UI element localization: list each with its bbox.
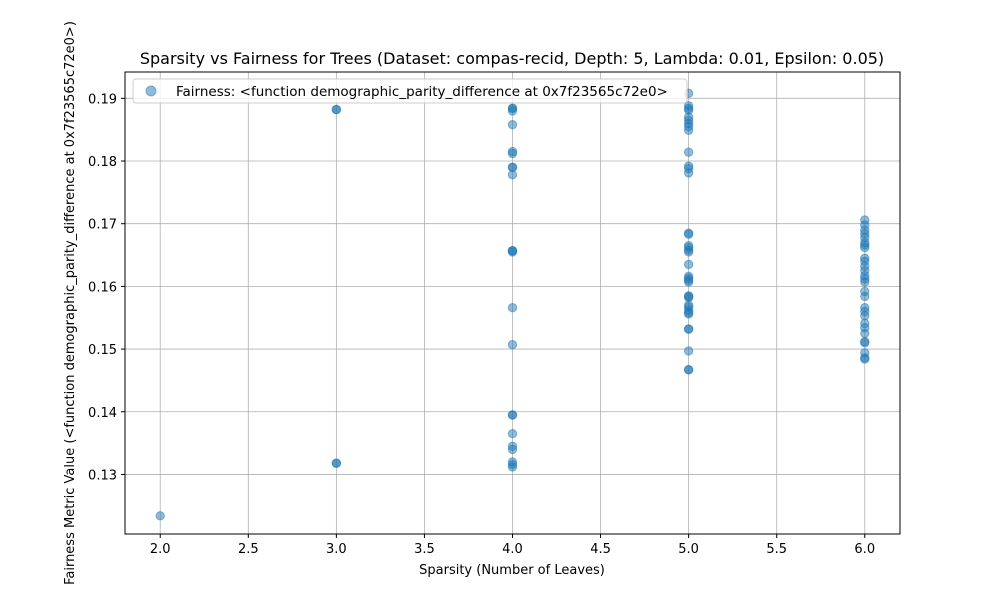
data-point bbox=[860, 303, 870, 313]
data-point bbox=[331, 104, 342, 115]
y-tick-label: 0.15 bbox=[88, 343, 117, 358]
y-axis-ticks: 0.13 0.14 0.15 0.16 0.17 0.18 0.19 bbox=[88, 92, 125, 483]
data-point bbox=[683, 240, 694, 251]
y-tick-label: 0.17 bbox=[88, 218, 117, 233]
x-tick-label: 4.0 bbox=[502, 542, 523, 557]
data-point bbox=[507, 119, 518, 130]
data-point bbox=[683, 324, 694, 334]
x-tick-label: 6.0 bbox=[854, 542, 875, 557]
data-point bbox=[683, 147, 694, 157]
x-tick-label: 3.0 bbox=[326, 542, 347, 557]
data-point bbox=[683, 365, 694, 375]
data-point bbox=[507, 245, 518, 256]
x-tick-label: 2.0 bbox=[150, 542, 171, 557]
data-point bbox=[507, 162, 518, 172]
data-point bbox=[860, 286, 870, 297]
x-axis-label: Sparsity (Number of Leaves) bbox=[419, 563, 605, 578]
data-point bbox=[507, 303, 518, 313]
data-point bbox=[155, 511, 165, 521]
data-point bbox=[860, 348, 870, 358]
data-point bbox=[331, 458, 342, 468]
data-point bbox=[683, 271, 694, 282]
data-point bbox=[507, 146, 518, 157]
chart-title: Sparsity vs Fairness for Trees (Dataset:… bbox=[140, 49, 884, 68]
y-tick-label: 0.13 bbox=[88, 468, 117, 483]
data-point bbox=[683, 228, 694, 238]
y-tick-label: 0.14 bbox=[88, 406, 117, 421]
x-tick-label: 2.5 bbox=[238, 542, 259, 557]
data-point bbox=[507, 103, 518, 114]
legend-label: Fairness: <function demographic_parity_d… bbox=[176, 84, 668, 100]
data-point bbox=[860, 336, 870, 347]
x-tick-label: 5.5 bbox=[766, 542, 787, 557]
data-point bbox=[860, 215, 870, 225]
data-point bbox=[683, 291, 694, 301]
data-point bbox=[860, 253, 870, 263]
data-points bbox=[155, 88, 870, 521]
y-tick-label: 0.18 bbox=[88, 155, 117, 170]
data-point bbox=[683, 161, 694, 171]
data-point bbox=[507, 339, 518, 350]
data-point bbox=[683, 346, 694, 356]
data-point bbox=[683, 259, 694, 270]
x-tick-label: 5.0 bbox=[678, 542, 699, 557]
x-tick-label: 3.5 bbox=[414, 542, 435, 557]
y-tick-label: 0.19 bbox=[88, 92, 117, 107]
data-point bbox=[507, 457, 518, 467]
data-point bbox=[507, 429, 518, 439]
y-axis-label: Fairness Metric Value (<function demogra… bbox=[63, 21, 78, 585]
y-tick-label: 0.16 bbox=[88, 280, 117, 295]
legend: Fairness: <function demographic_parity_d… bbox=[132, 78, 688, 104]
data-point bbox=[507, 441, 518, 451]
data-point bbox=[507, 410, 518, 420]
legend-box bbox=[132, 78, 688, 104]
x-tick-label: 4.5 bbox=[590, 542, 611, 557]
data-point bbox=[683, 101, 694, 111]
legend-marker bbox=[145, 85, 157, 97]
x-axis-ticks: 2.0 2.5 3.0 3.5 4.0 4.5 5.0 5.5 6.0 bbox=[150, 534, 875, 557]
